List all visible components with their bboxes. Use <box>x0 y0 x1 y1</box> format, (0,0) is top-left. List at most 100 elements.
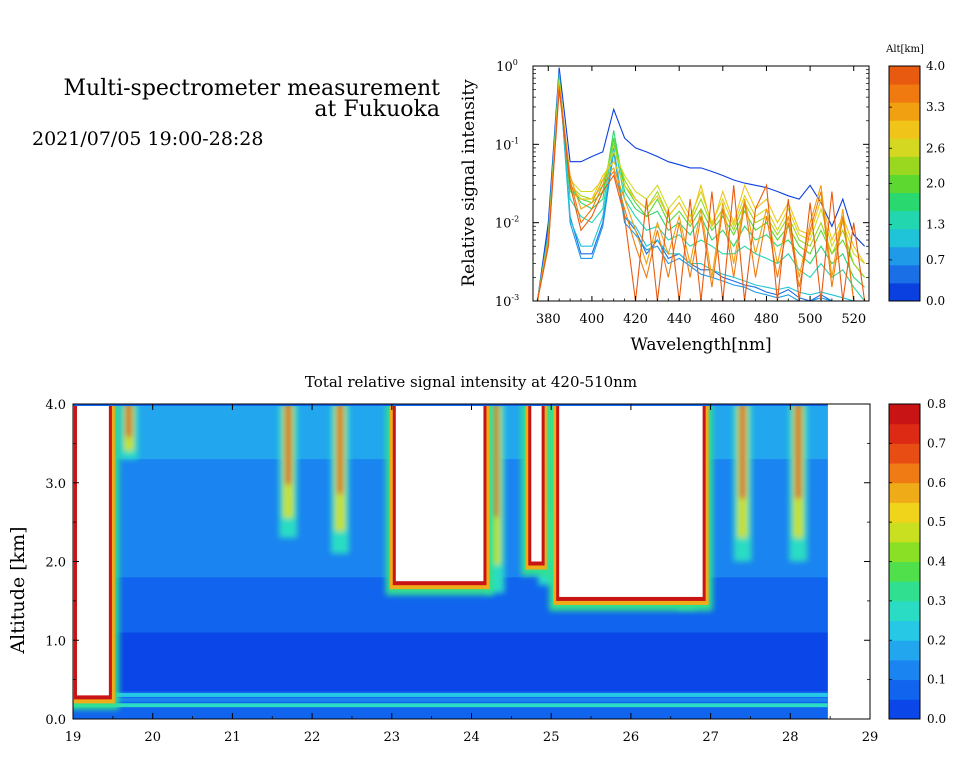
heatmap-y-axis-label: Altitude [km] <box>7 526 29 654</box>
heatmap-top-boundary <box>73 404 828 406</box>
intensity-colorbar-step <box>889 640 920 661</box>
heatmap-x-tick-label: 24 <box>463 730 480 745</box>
spectrum-series-line <box>536 73 865 301</box>
spectrum-x-tick-label: 520 <box>841 312 866 327</box>
altitude-colorbar-step <box>889 138 920 157</box>
intensity-colorbar-label: 0.2 <box>927 633 946 647</box>
heatmap-plume-peak <box>126 404 132 438</box>
altitude-colorbar-label: 3.3 <box>926 100 945 114</box>
altitude-colorbar-step <box>889 156 920 175</box>
spectrum-y-tick-base: 10 <box>495 295 512 310</box>
altitude-colorbar-label: 0.7 <box>926 253 945 267</box>
altitude-colorbar-label: 0.0 <box>926 294 945 308</box>
figure-title-line1: Multi-spectrometer measurement <box>64 76 441 101</box>
spectrum-series-line <box>536 75 866 301</box>
spectrum-series-line <box>536 89 866 301</box>
spectrum-x-tick-label: 440 <box>667 312 692 327</box>
altitude-colorbar-label: 2.6 <box>926 141 945 155</box>
heatmap-x-tick-label: 29 <box>862 730 879 745</box>
intensity-colorbar-step <box>889 404 920 425</box>
altitude-colorbar-step <box>889 264 920 284</box>
altitude-colorbar-steps <box>889 66 920 302</box>
spectrum-series-line <box>536 67 865 301</box>
altitude-colorbar-step <box>889 228 920 248</box>
heatmap-y-tick-label: 2.0 <box>45 556 66 571</box>
heatmap-x-tick-label: 26 <box>623 730 640 745</box>
spectrum-series-line <box>536 86 865 301</box>
altitude-colorbar-step <box>889 174 920 194</box>
spectrum-series-line <box>536 82 866 301</box>
spectrum-y-tick-label: 10-3 <box>495 293 519 310</box>
altitude-colorbar-step <box>889 120 920 139</box>
heatmap-surface-strip <box>73 697 828 702</box>
intensity-colorbar-label: 0.6 <box>927 476 946 490</box>
heatmap-y-tick-label: 0.0 <box>45 713 66 728</box>
spectrum-series-group <box>536 67 866 301</box>
spectrum-x-tick-label: 500 <box>798 312 823 327</box>
spectrum-series-line <box>536 74 865 301</box>
spectrum-series-line <box>536 84 865 301</box>
heatmap-cloud-region <box>76 404 109 696</box>
spectrum-y-tick-exponent: -1 <box>511 136 519 145</box>
intensity-colorbar-step <box>889 699 920 720</box>
spectrum-x-tick-label: 380 <box>536 312 561 327</box>
intensity-colorbar-label: 0.8 <box>927 397 946 411</box>
intensity-colorbar: 0.8 0.7 0.6 0.5 0.4 0.3 0.2 0.1 0.0 <box>888 397 946 726</box>
intensity-colorbar-label: 0.1 <box>927 673 946 687</box>
spectrum-x-tick-label: 480 <box>754 312 779 327</box>
spectrum-series-line <box>536 80 865 301</box>
heatmap-x-tick-label: 22 <box>304 730 321 745</box>
heatmap-x-tick-label: 20 <box>144 730 161 745</box>
intensity-colorbar-label: 0.4 <box>927 555 946 569</box>
heatmap-y-tick-label: 3.0 <box>45 477 66 492</box>
intensity-colorbar-steps <box>889 404 920 720</box>
heatmap-x-tick-label: 25 <box>543 730 560 745</box>
spectrum-y-tick-label: 10-1 <box>495 136 519 153</box>
spectrum-y-axis-label: Relative signal intensity <box>459 79 479 287</box>
altitude-colorbar: Alt[km] 4.0 3.3 2.6 2.0 1.3 0.7 0.0 <box>885 44 945 308</box>
intensity-colorbar-label: 0.0 <box>927 712 946 726</box>
intensity-colorbar-step <box>889 581 920 602</box>
intensity-colorbar-step <box>889 423 920 444</box>
altitude-colorbar-step <box>889 102 920 121</box>
heatmap-cloud-region <box>559 404 703 597</box>
heatmap-x-tick-label: 27 <box>702 730 719 745</box>
figure-title-line2: at Fukuoka <box>314 97 440 122</box>
spectrum-y-tick-exponent: 0 <box>513 58 518 67</box>
spectrum-y-tick-label: 100 <box>496 58 518 75</box>
heatmap-y-tick-label: 1.0 <box>45 634 66 649</box>
spectrum-chart: 380 400 420 440 460 480 500 52010010-110-210-3 … <box>459 58 870 355</box>
intensity-colorbar-label: 0.5 <box>927 515 946 529</box>
heatmap-plume-peak <box>739 404 745 499</box>
altitude-colorbar-step <box>889 66 920 85</box>
intensity-colorbar-step <box>889 561 920 582</box>
intensity-colorbar-step <box>889 679 920 700</box>
heatmap-x-tick-label: 28 <box>782 730 799 745</box>
date-range-label: 2021/07/05 19:00-28:28 <box>32 128 263 150</box>
heatmap-axes: 19 20 21 22 23 24 25 26 27 28 29 0.0 1.0 2.0 3.0 4.0 <box>45 398 878 745</box>
intensity-colorbar-step <box>889 600 920 622</box>
heatmap-surface-strip <box>73 703 828 708</box>
spectrum-x-tick-label: 420 <box>623 312 648 327</box>
altitude-colorbar-labels: 4.0 3.3 2.6 2.0 1.3 0.7 0.0 <box>889 59 945 308</box>
altitude-colorbar-label: 1.3 <box>926 218 945 232</box>
intensity-colorbar-labels: 0.8 0.7 0.6 0.5 0.4 0.3 0.2 0.1 0.0 <box>889 397 946 726</box>
altitude-colorbar-step <box>889 192 920 212</box>
intensity-colorbar-step <box>889 522 920 543</box>
altitude-colorbar-step <box>889 246 920 266</box>
heatmap-plume-peak <box>285 404 291 485</box>
heatmap-surface-strip <box>73 693 828 697</box>
heatmap-cloud-region <box>395 404 484 582</box>
altitude-colorbar-step <box>889 84 920 103</box>
spectrum-y-tick-base: 10 <box>496 60 513 75</box>
heatmap-x-tick-label: 23 <box>384 730 401 745</box>
heatmap-title: Total relative signal intensity at 420-5… <box>305 373 637 391</box>
intensity-colorbar-step <box>889 502 920 523</box>
heatmap-fill-group <box>73 404 828 719</box>
heatmap-x-tick-label: 19 <box>65 730 82 745</box>
spectrum-y-tick-exponent: -2 <box>511 215 519 224</box>
altitude-colorbar-step <box>889 210 920 230</box>
heatmap-altitude-band <box>73 632 828 692</box>
